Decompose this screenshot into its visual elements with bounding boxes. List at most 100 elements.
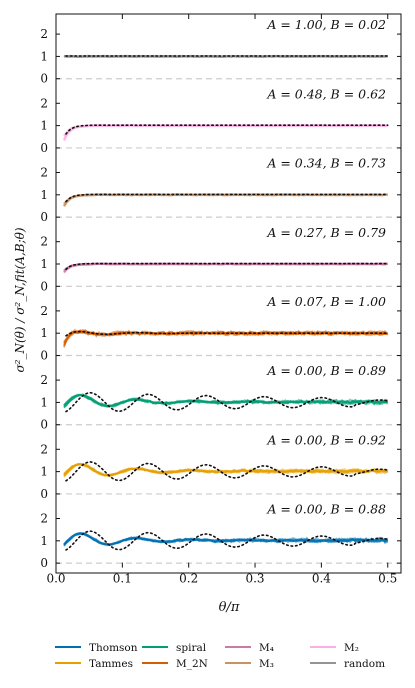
panel-annotation: A = 0.27, B = 0.79 <box>266 225 386 240</box>
panel-annotation: A = 0.00, B = 0.88 <box>266 502 386 517</box>
y-tick-label: 1 <box>40 465 48 479</box>
fit-curve-3 <box>65 193 389 203</box>
y-tick-label: 0 <box>40 487 48 501</box>
legend: Thomson Tammes spiral M_2N M₄ M₃ M₂ random <box>55 642 385 670</box>
panel-7: 0 1 2 A = 0.00, B = 0.92 <box>40 432 401 501</box>
x-tick-label: 0.1 <box>113 572 132 586</box>
legend-item: M₃ <box>225 658 274 670</box>
y-tick-label: 1 <box>40 534 48 548</box>
series-line-8-3 <box>63 532 389 546</box>
series-line-5-7 <box>63 329 389 344</box>
series-line-5-4 <box>63 329 388 344</box>
panel-4: 0 1 2 A = 0.27, B = 0.79 <box>40 225 401 293</box>
series-line-7-7 <box>63 463 388 477</box>
panel-annotation: A = 0.00, B = 0.92 <box>266 432 386 447</box>
x-tick-label: 0.2 <box>179 572 198 586</box>
series-line-1-5 <box>63 54 388 58</box>
legend-label: M₃ <box>259 658 274 670</box>
legend-label: M₂ <box>344 642 359 654</box>
series-line-5-1 <box>63 330 388 348</box>
x-tick-label: 0.5 <box>378 572 397 586</box>
y-tick-label: 1 <box>40 395 48 409</box>
series-line-7-2 <box>63 463 388 477</box>
series-line-8-9 <box>63 532 388 547</box>
axes-frame <box>55 13 402 574</box>
fit-curve-6 <box>65 391 389 413</box>
legend-item: Tammes <box>55 658 133 670</box>
y-tick-label: 2 <box>40 511 48 525</box>
y-tick-label: 2 <box>40 373 48 387</box>
panel-1: 0 1 2 A = 1.00, B = 0.02 <box>40 17 401 86</box>
y-tick-label: 0 <box>40 210 48 224</box>
y-tick-label: 2 <box>40 304 48 318</box>
panel-annotation: A = 0.07, B = 1.00 <box>266 294 386 309</box>
fit-curve-7 <box>65 461 389 482</box>
y-tick-label: 1 <box>40 49 48 63</box>
series-line-5-8 <box>63 328 389 343</box>
x-tick-label: 0.4 <box>312 572 331 586</box>
y-axis-label-group: σ²_N(θ) / σ²_N,fit(A,B;θ) <box>13 227 27 372</box>
series-line-7-8 <box>63 463 389 477</box>
y-tick-label: 2 <box>40 96 48 110</box>
panel-annotation: A = 1.00, B = 0.02 <box>266 17 386 32</box>
y-tick-label: 0 <box>40 349 48 363</box>
panel-5: 0 1 2 A = 0.07, B = 1.00 <box>40 294 401 363</box>
legend-label: Tammes <box>89 658 133 670</box>
panels-group: 0 1 2 A = 1.00, B = 0.02 0 1 2 A = 0.48, B = 0.… <box>40 17 401 570</box>
y-tick-label: 2 <box>40 442 48 456</box>
panel-6: 0 1 2 A = 0.00, B = 0.89 <box>40 363 401 432</box>
series-line-7-3 <box>63 463 388 478</box>
y-tick-label: 1 <box>40 188 48 202</box>
legend-item: spiral <box>142 642 207 654</box>
fit-curve-5 <box>65 330 389 337</box>
legend-label: M₄ <box>259 642 274 654</box>
series-line-7-1 <box>63 463 388 477</box>
legend-item: random <box>310 658 385 670</box>
fit-curve-2 <box>65 124 389 135</box>
panel-3: 0 1 2 A = 0.34, B = 0.73 <box>40 156 401 224</box>
legend-item: M₂ <box>310 642 359 654</box>
y-tick-label: 0 <box>40 418 48 432</box>
y-tick-label: 2 <box>40 165 48 179</box>
y-tick-label: 2 <box>40 27 48 41</box>
y-tick-label: 0 <box>40 279 48 293</box>
panel-annotation: A = 0.00, B = 0.89 <box>266 363 386 378</box>
panel-annotation: A = 0.48, B = 0.62 <box>266 86 386 101</box>
y-tick-label: 1 <box>40 119 48 133</box>
legend-item: Thomson <box>55 642 138 654</box>
series-line-5-6 <box>63 330 388 345</box>
y-tick-label: 1 <box>40 326 48 340</box>
series-line-5-3 <box>63 329 388 346</box>
series-line-6-9 <box>63 393 388 409</box>
legend-item: M_2N <box>142 658 208 670</box>
x-tick-label: 0.0 <box>46 572 65 586</box>
series-line-5-9 <box>63 328 389 344</box>
legend-label: random <box>344 658 385 670</box>
series-line-4-5 <box>63 262 388 274</box>
fit-curve-8 <box>65 530 389 551</box>
y-tick-label: 0 <box>40 72 48 86</box>
legend-label: spiral <box>176 642 207 654</box>
series-line-5-2 <box>63 330 388 346</box>
y-axis-label: σ²_N(θ) / σ²_N,fit(A,B;θ) <box>13 227 27 372</box>
x-axis-label: θ/π <box>219 600 240 615</box>
panel-annotation: A = 0.34, B = 0.73 <box>266 156 386 171</box>
legend-item: M₄ <box>225 642 274 654</box>
y-tick-label: 2 <box>40 235 48 249</box>
legend-label: M_2N <box>176 658 208 670</box>
panel-8: 0 1 2 A = 0.00, B = 0.88 <box>40 502 401 570</box>
fit-curve-4 <box>65 262 389 270</box>
y-tick-label: 1 <box>40 257 48 271</box>
legend-label: Thomson <box>89 642 138 654</box>
series-line-5-5 <box>63 329 388 348</box>
series-line-8-8 <box>63 531 389 547</box>
x-tick-label: 0.3 <box>245 572 264 586</box>
x-axis-ticks: 0.0 0.1 0.2 0.3 0.4 0.5 <box>46 14 397 586</box>
y-tick-label: 0 <box>40 141 48 155</box>
series-line-8-5 <box>63 532 388 546</box>
series-line-8-4 <box>63 532 388 546</box>
panel-2: 0 1 2 A = 0.48, B = 0.62 <box>40 86 401 155</box>
y-tick-label: 0 <box>40 556 48 570</box>
series-line-8-1 <box>63 532 389 546</box>
